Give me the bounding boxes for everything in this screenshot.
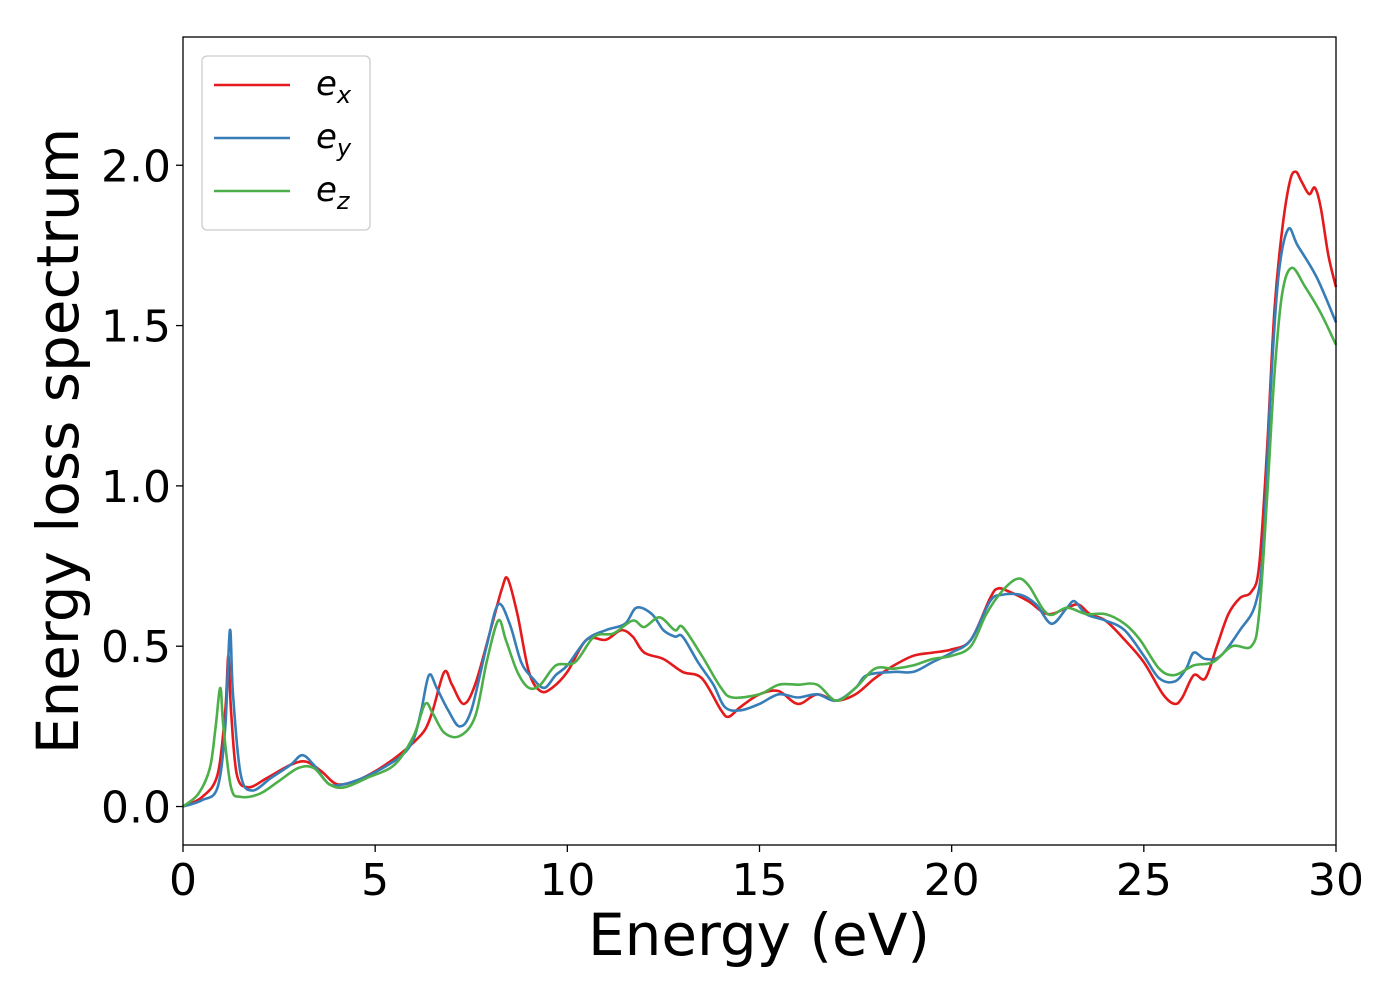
x-tick-label: 25 bbox=[1116, 855, 1172, 906]
series-layer bbox=[182, 170, 1338, 808]
series-line-z bbox=[182, 266, 1338, 808]
y-tick-label: 2.0 bbox=[101, 141, 171, 192]
y-tick-label: 1.5 bbox=[101, 302, 171, 353]
x-tick-label: 30 bbox=[1308, 855, 1364, 906]
series-line-y bbox=[182, 226, 1338, 808]
legend-box bbox=[201, 55, 371, 231]
y-tick-label: 0.0 bbox=[101, 783, 171, 834]
legend-label-y: ey bbox=[316, 117, 352, 162]
x-tick-label: 5 bbox=[361, 855, 389, 906]
y-tick-label: 1.0 bbox=[101, 462, 171, 513]
x-tick-label: 20 bbox=[924, 855, 980, 906]
y-axis: 0.0 0.5 1.0 1.5 2.0 bbox=[101, 141, 183, 834]
legend-label-x: ex bbox=[316, 64, 352, 109]
legend-label-z: ez bbox=[316, 170, 351, 215]
x-tick-label: 0 bbox=[169, 855, 197, 906]
x-tick-label: 10 bbox=[539, 855, 595, 906]
plot-background bbox=[183, 37, 1336, 845]
legend: ex ey ez bbox=[201, 55, 371, 231]
y-tick-label: 0.5 bbox=[101, 622, 171, 673]
x-axis: 0 5 10 15 20 25 30 bbox=[169, 845, 1364, 906]
x-tick-label: 15 bbox=[732, 855, 788, 906]
y-axis-label: Energy loss spectrum bbox=[24, 128, 92, 754]
x-axis-label: Energy (eV) bbox=[588, 901, 930, 969]
